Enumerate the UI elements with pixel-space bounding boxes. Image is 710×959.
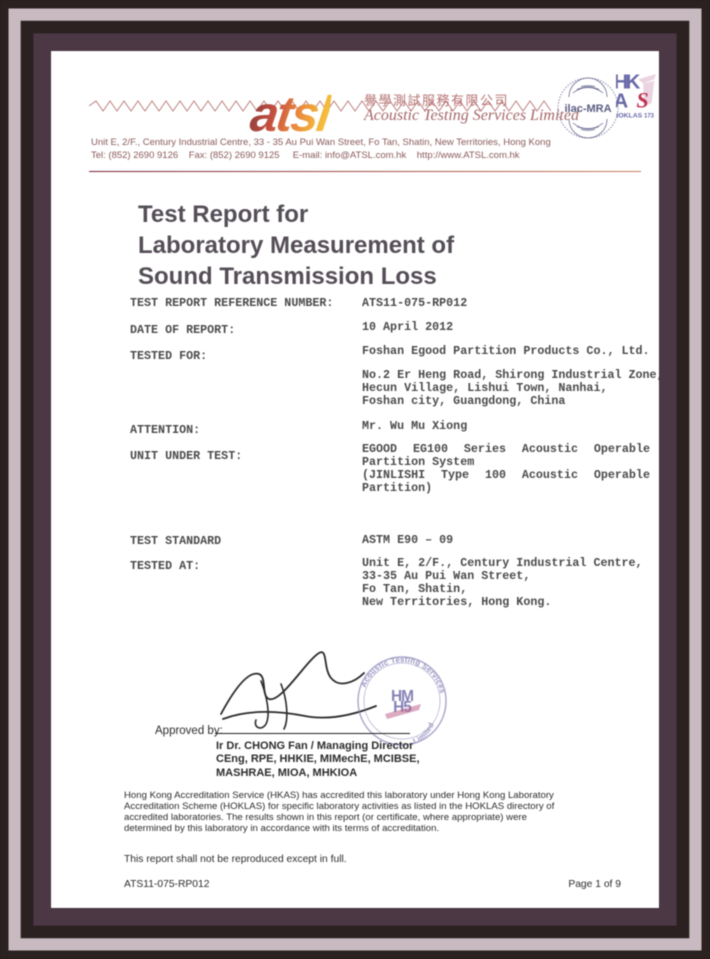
svg-text:ilac-MRA: ilac-MRA — [564, 103, 611, 115]
svg-text:HOKLAS: HOKLAS — [616, 112, 643, 119]
svg-text:S: S — [636, 87, 648, 112]
svg-text:173: 173 — [644, 113, 655, 119]
